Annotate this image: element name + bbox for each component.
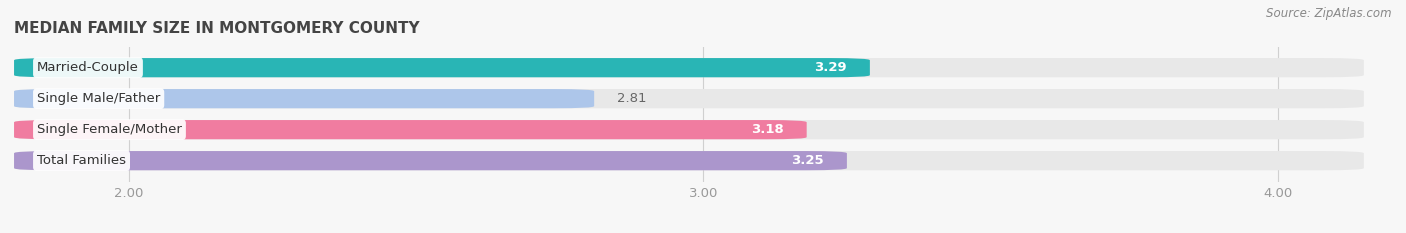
Text: Single Male/Father: Single Male/Father	[37, 92, 160, 105]
FancyBboxPatch shape	[14, 58, 1364, 77]
FancyBboxPatch shape	[14, 151, 1364, 170]
Text: 2.81: 2.81	[617, 92, 647, 105]
FancyBboxPatch shape	[14, 89, 595, 108]
Text: 3.18: 3.18	[751, 123, 783, 136]
FancyBboxPatch shape	[14, 89, 1364, 108]
Text: MEDIAN FAMILY SIZE IN MONTGOMERY COUNTY: MEDIAN FAMILY SIZE IN MONTGOMERY COUNTY	[14, 21, 419, 36]
FancyBboxPatch shape	[14, 58, 870, 77]
Text: Married-Couple: Married-Couple	[37, 61, 139, 74]
FancyBboxPatch shape	[14, 120, 1364, 139]
Text: Total Families: Total Families	[37, 154, 127, 167]
FancyBboxPatch shape	[14, 151, 846, 170]
Text: 3.25: 3.25	[792, 154, 824, 167]
Text: Single Female/Mother: Single Female/Mother	[37, 123, 181, 136]
Text: 3.29: 3.29	[814, 61, 846, 74]
FancyBboxPatch shape	[14, 120, 807, 139]
Text: Source: ZipAtlas.com: Source: ZipAtlas.com	[1267, 7, 1392, 20]
